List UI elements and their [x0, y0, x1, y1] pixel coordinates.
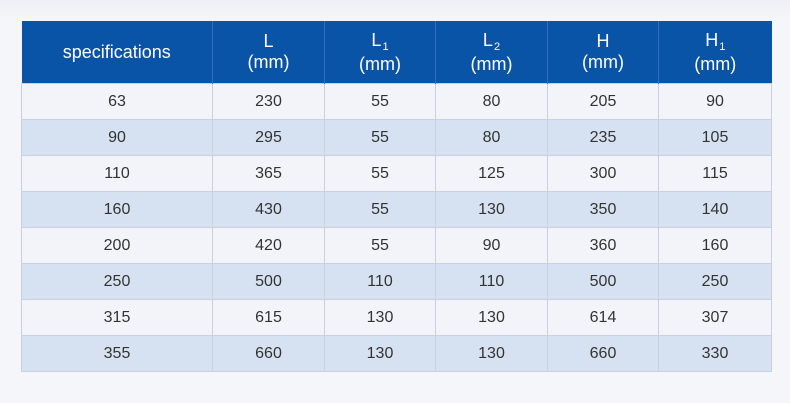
table-cell: 55 [324, 83, 436, 120]
table-cell: 160 [658, 227, 772, 264]
table-cell: 115 [658, 155, 772, 192]
table-row: 200 420 55 90 360 160 [21, 227, 772, 264]
table-cell: 105 [658, 119, 772, 156]
table-cell: 55 [324, 155, 436, 192]
header-h1: H1 (mm) [658, 21, 772, 84]
table-cell: 110 [324, 263, 436, 300]
header-unit: (mm) [359, 53, 401, 74]
header-subscript: 1 [382, 40, 389, 53]
table-cell: 430 [212, 191, 325, 228]
header-l: L (mm) [212, 21, 325, 84]
header-unit: (mm) [247, 52, 290, 72]
table-cell: 80 [435, 83, 548, 120]
header-row: specifications L (mm) L1 (mm) L2 (mm) H … [21, 21, 772, 84]
header-unit: (mm) [470, 53, 513, 74]
table-cell: 200 [21, 227, 213, 264]
table-cell: 660 [547, 335, 659, 372]
table-cell: 63 [21, 83, 213, 120]
table-cell: 500 [547, 263, 659, 300]
table-cell: 350 [547, 191, 659, 228]
header-subscript: 1 [719, 40, 726, 53]
header-l2: L2 (mm) [435, 21, 548, 84]
table-cell: 55 [324, 227, 436, 264]
table-row: 355 660 130 130 660 330 [21, 335, 772, 372]
table-header: specifications L (mm) L1 (mm) L2 (mm) H … [21, 21, 772, 84]
table-cell: 80 [435, 119, 548, 156]
table-cell: 365 [212, 155, 325, 192]
header-label: H [596, 31, 610, 51]
header-unit: (mm) [694, 53, 737, 74]
header-label: L [371, 29, 382, 50]
table-cell: 307 [658, 299, 772, 336]
table-cell: 90 [658, 83, 772, 120]
table-row: 110 365 55 125 300 115 [21, 155, 772, 192]
header-subscript: 2 [493, 40, 501, 53]
specifications-table: specifications L (mm) L1 (mm) L2 (mm) H … [21, 21, 772, 372]
top-band [0, 0, 790, 20]
table-cell: 360 [547, 227, 659, 264]
header-specifications: specifications [21, 21, 213, 84]
table-cell: 90 [21, 119, 213, 156]
header-label: L [482, 29, 493, 50]
table-row: 250 500 110 110 500 250 [21, 263, 772, 300]
table-cell: 55 [324, 119, 436, 156]
table-cell: 420 [212, 227, 325, 264]
table-cell: 355 [21, 335, 213, 372]
table-cell: 110 [21, 155, 213, 192]
table-row: 160 430 55 130 350 140 [21, 191, 772, 228]
table-cell: 660 [212, 335, 325, 372]
table-cell: 250 [658, 263, 772, 300]
table-cell: 500 [212, 263, 325, 300]
table-cell: 110 [435, 263, 548, 300]
header-label: L [263, 31, 274, 51]
table-cell: 160 [21, 191, 213, 228]
header-unit: (mm) [582, 52, 624, 72]
table-cell: 330 [658, 335, 772, 372]
table-cell: 130 [324, 299, 436, 336]
table-cell: 295 [212, 119, 325, 156]
header-h: H (mm) [547, 21, 659, 84]
table-body: 63 230 55 80 205 90 90 295 55 80 235 105… [21, 83, 772, 372]
table-cell: 140 [658, 191, 772, 228]
table-cell: 130 [435, 191, 548, 228]
table-cell: 90 [435, 227, 548, 264]
table-cell: 125 [435, 155, 548, 192]
table-row: 63 230 55 80 205 90 [21, 83, 772, 120]
table-cell: 315 [21, 299, 213, 336]
header-label: specifications [62, 41, 171, 62]
table-cell: 130 [324, 335, 436, 372]
table-row: 90 295 55 80 235 105 [21, 119, 772, 156]
table-cell: 130 [435, 299, 548, 336]
table-cell: 615 [212, 299, 325, 336]
table-cell: 130 [435, 335, 548, 372]
table-cell: 250 [21, 263, 213, 300]
header-l1: L1 (mm) [324, 21, 436, 84]
table-cell: 614 [547, 299, 659, 336]
table-cell: 300 [547, 155, 659, 192]
table-cell: 205 [547, 83, 659, 120]
table-row: 315 615 130 130 614 307 [21, 299, 772, 336]
header-label: H [705, 29, 719, 50]
table-cell: 230 [212, 83, 325, 120]
table-cell: 235 [547, 119, 659, 156]
table-cell: 55 [324, 191, 436, 228]
